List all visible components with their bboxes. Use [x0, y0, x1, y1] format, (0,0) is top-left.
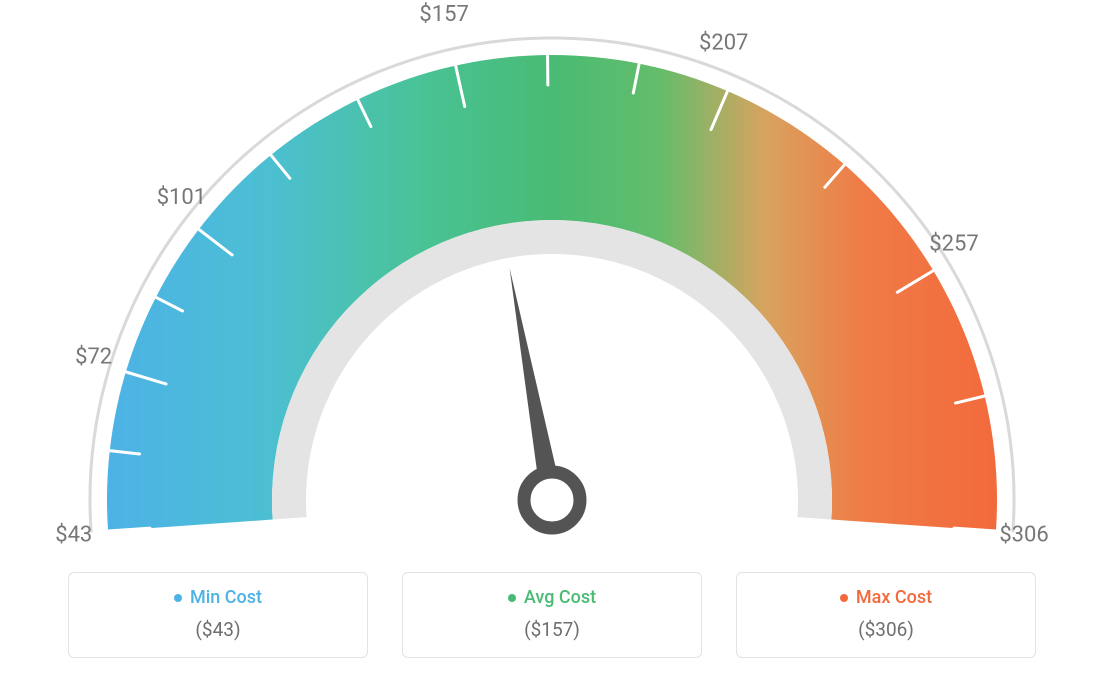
legend-value-max: ($306)	[747, 618, 1025, 641]
gauge-svg: $43 $72 $101 $157 $207 $257 $306	[0, 0, 1104, 560]
gauge-tick-label: $306	[999, 523, 1048, 548]
legend-card-min: Min Cost ($43)	[68, 572, 368, 659]
legend-title-min: Min Cost	[174, 587, 262, 608]
legend-row: Min Cost ($43) Avg Cost ($157) Max Cost …	[0, 572, 1104, 659]
gauge-needle-hub	[524, 472, 580, 528]
gauge-tick-label: $101	[157, 185, 206, 210]
legend-title-avg: Avg Cost	[508, 587, 596, 608]
gauge-tick-label: $257	[929, 231, 978, 256]
legend-title-text: Max Cost	[856, 587, 932, 608]
legend-title-text: Min Cost	[190, 587, 262, 608]
legend-value-min: ($43)	[79, 618, 357, 641]
legend-card-avg: Avg Cost ($157)	[402, 572, 702, 659]
gauge-tick-label: $207	[699, 30, 748, 55]
legend-title-max: Max Cost	[840, 587, 932, 608]
gauge-area: $43 $72 $101 $157 $207 $257 $306	[0, 0, 1104, 560]
dot-icon	[840, 594, 848, 602]
legend-value-avg: ($157)	[413, 618, 691, 641]
dot-icon	[508, 594, 516, 602]
legend-card-max: Max Cost ($306)	[736, 572, 1036, 659]
legend-title-text: Avg Cost	[524, 587, 596, 608]
gauge-tick-label: $157	[419, 2, 468, 27]
cost-gauge-container: $43 $72 $101 $157 $207 $257 $306 Min Cost ($43…	[0, 0, 1104, 690]
gauge-tick-label: $72	[75, 345, 112, 370]
dot-icon	[174, 594, 182, 602]
gauge-tick-label: $43	[55, 523, 92, 548]
